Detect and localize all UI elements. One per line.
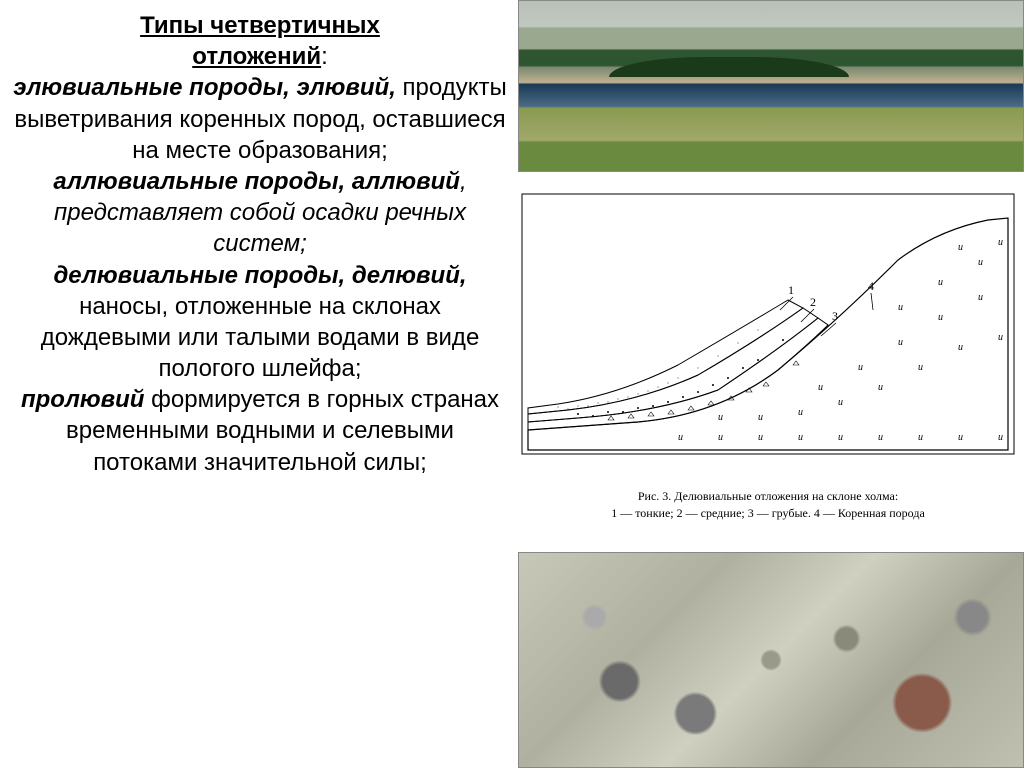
svg-text:и: и: [958, 242, 963, 253]
slope-diagram: иииииииии ииииииии иииии ииии и 1 2: [518, 180, 1018, 500]
svg-text:и: и: [898, 337, 903, 348]
svg-text:и: и: [918, 432, 923, 443]
svg-text:и: и: [898, 302, 903, 313]
diagram-label-4: 4: [868, 279, 874, 293]
term-proluvial: пролювий: [21, 386, 144, 413]
svg-text:и: и: [798, 407, 803, 418]
svg-text:и: и: [758, 432, 763, 443]
svg-text:и: и: [758, 412, 763, 423]
diagram-svg: иииииииии ииииииии иииии ииии и 1 2: [518, 180, 1018, 500]
title-line2: отложений: [192, 43, 321, 70]
svg-text:и: и: [838, 432, 843, 443]
svg-text:и: и: [958, 342, 963, 353]
svg-text:и: и: [718, 432, 723, 443]
svg-text:и: и: [958, 432, 963, 443]
term-deluvial: делювиальные породы, делювий,: [53, 262, 466, 289]
svg-text:и: и: [838, 397, 843, 408]
rocks-photo: [518, 552, 1024, 768]
svg-text:и: и: [938, 312, 943, 323]
svg-text:и: и: [998, 432, 1003, 443]
desc-deluvial: наносы, отложенные на склонах дождевыми …: [41, 293, 480, 382]
caption-line1: Рис. 3. Делювиальные отложения на склоне…: [638, 489, 898, 503]
svg-text:и: и: [918, 362, 923, 373]
svg-text:и: и: [818, 382, 823, 393]
diagram-label-2: 2: [810, 295, 816, 309]
svg-text:и: и: [798, 432, 803, 443]
svg-text:и: и: [998, 237, 1003, 248]
caption-line2: 1 — тонкие; 2 — средние; 3 — грубые. 4 —…: [611, 506, 925, 520]
svg-text:и: и: [718, 412, 723, 423]
svg-text:и: и: [678, 432, 683, 443]
svg-text:и: и: [998, 332, 1003, 343]
term-eluvial: элювиальные породы, элювий,: [13, 74, 396, 101]
svg-text:и: и: [878, 432, 883, 443]
diagram-caption: Рис. 3. Делювиальные отложения на склоне…: [518, 488, 1018, 522]
main-text-block: Типы четвертичных отложений: элювиальные…: [12, 10, 508, 478]
diagram-label-1: 1: [788, 283, 794, 297]
svg-text:и: и: [858, 362, 863, 373]
svg-text:и: и: [878, 382, 883, 393]
landscape-photo: [518, 0, 1024, 172]
svg-text:и: и: [938, 277, 943, 288]
trees-silhouette: [609, 57, 849, 77]
svg-text:и: и: [978, 257, 983, 268]
svg-text:и: и: [978, 292, 983, 303]
title-line1: Типы четвертичных: [140, 12, 380, 39]
diagram-label-3: 3: [832, 309, 838, 323]
term-alluvial: аллювиальные породы, аллювий: [53, 168, 460, 195]
